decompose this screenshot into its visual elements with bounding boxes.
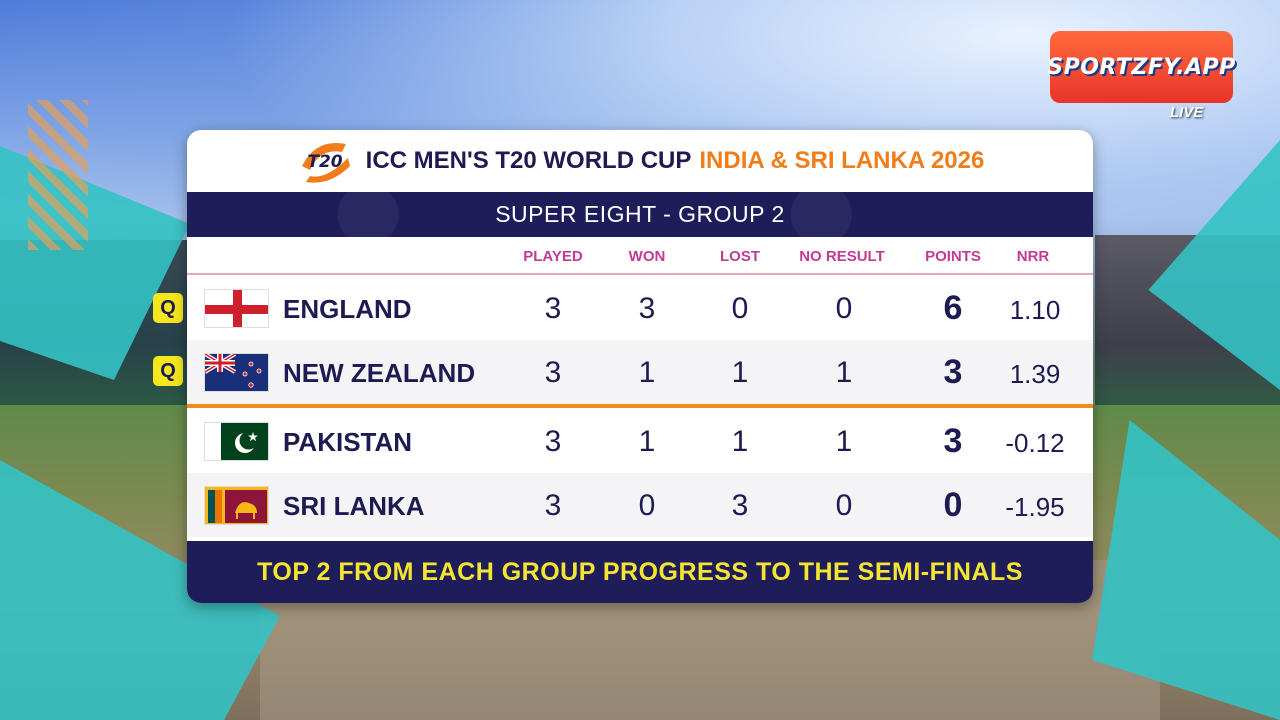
no-result-value: 0 <box>835 292 853 325</box>
no-result-value: 0 <box>835 489 853 522</box>
col-lost: LOST <box>720 248 760 265</box>
points-value: 6 <box>943 289 963 327</box>
tournament-host: INDIA & SRI LANKA 2026 <box>699 147 985 174</box>
england-flag-icon <box>204 289 269 328</box>
orange-pattern-decoration <box>28 100 88 250</box>
table-row-pakistan: PAKISTAN 3 1 1 1 3 -0.12 <box>187 409 1093 473</box>
footer-band: TOP 2 FROM EACH GROUP PROGRESS TO THE SE… <box>187 541 1093 603</box>
team-name: SRI LANKA <box>283 491 425 521</box>
team-name: NEW ZEALAND <box>283 358 476 388</box>
no-result-value: 1 <box>835 425 853 458</box>
team-name: ENGLAND <box>283 294 412 324</box>
points-value: 0 <box>943 486 963 524</box>
played-value: 3 <box>544 356 562 389</box>
logo-text: SPORTZFY.APP <box>1047 54 1236 80</box>
points-value: 3 <box>943 353 963 391</box>
nrr-value: 1.39 <box>1009 359 1061 389</box>
col-won: WON <box>628 248 666 265</box>
played-value: 3 <box>544 292 562 325</box>
sri-lanka-flag-icon <box>204 486 269 525</box>
card-header: T20 ICC MEN'S T20 WORLD CUP INDIA & SRI L… <box>187 130 1093 192</box>
qualification-note: TOP 2 FROM EACH GROUP PROGRESS TO THE SE… <box>257 557 1023 586</box>
won-value: 0 <box>638 489 656 522</box>
team-name: PAKISTAN <box>283 427 413 457</box>
won-value: 1 <box>638 356 656 389</box>
pakistan-flag-icon <box>204 422 269 461</box>
lost-value: 1 <box>731 425 749 458</box>
stage-band: SUPER EIGHT - GROUP 2 <box>187 192 1093 237</box>
standings-card: T20 ICC MEN'S T20 WORLD CUP INDIA & SRI L… <box>187 130 1093 603</box>
nrr-value: -1.95 <box>1005 492 1065 522</box>
won-value: 3 <box>638 292 656 325</box>
table-row-england: ENGLAND 3 3 0 0 6 1.10 <box>187 276 1093 340</box>
qualification-line <box>187 404 1093 408</box>
qualified-badge-new-zealand: Q <box>153 356 183 386</box>
new-zealand-flag-icon <box>204 353 269 392</box>
lost-value: 1 <box>731 356 749 389</box>
points-value: 3 <box>943 422 963 460</box>
svg-text:T20: T20 <box>307 152 342 172</box>
stage-title: SUPER EIGHT - GROUP 2 <box>495 201 785 227</box>
nrr-value: -0.12 <box>1005 428 1065 458</box>
col-points: POINTS <box>925 248 981 265</box>
table-row-sri-lanka: SRI LANKA 3 0 3 0 0 -1.95 <box>187 473 1093 537</box>
qualified-badge-england: Q <box>153 293 183 323</box>
col-played: PLAYED <box>523 248 583 265</box>
won-value: 1 <box>638 425 656 458</box>
t20-world-cup-logo-icon: T20 <box>296 136 354 186</box>
played-value: 3 <box>544 425 562 458</box>
column-header-row: PLAYED WON LOST NO RESULT POINTS NRR <box>187 237 1093 275</box>
tournament-title: ICC MEN'S T20 WORLD CUP <box>365 147 692 174</box>
table-row-new-zealand: NEW ZEALAND 3 1 1 1 3 1.39 <box>187 340 1093 404</box>
sportzfy-logo: SPORTZFY.APP <box>1047 31 1236 103</box>
lost-value: 0 <box>731 292 749 325</box>
lost-value: 3 <box>731 489 749 522</box>
live-label: LIVE <box>1170 104 1204 121</box>
col-nrr: NRR <box>1016 248 1050 265</box>
played-value: 3 <box>544 489 562 522</box>
no-result-value: 1 <box>835 356 853 389</box>
col-no-result: NO RESULT <box>799 248 885 265</box>
nrr-value: 1.10 <box>1009 295 1061 325</box>
